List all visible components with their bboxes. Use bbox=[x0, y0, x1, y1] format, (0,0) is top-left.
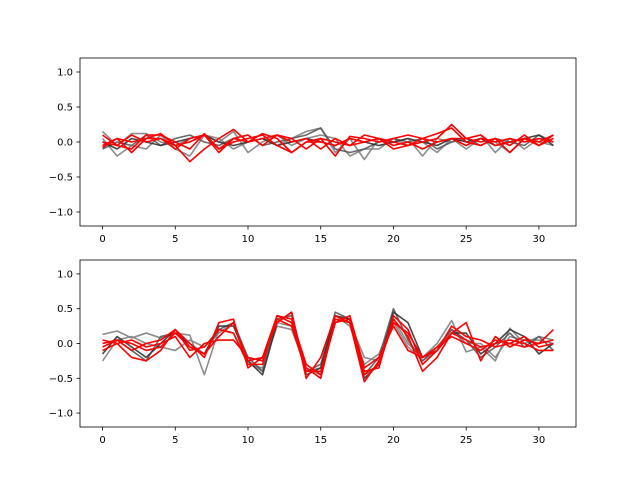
x-tick-label: 20 bbox=[387, 234, 400, 245]
x-tick-label: 15 bbox=[314, 435, 327, 446]
subplot-bottom: 0 5 10 15 20 25 30 −1.0 −0.5 0.0 0.5 1.0 bbox=[49, 259, 577, 446]
x-tick-label: 5 bbox=[172, 435, 178, 446]
series-lines bbox=[101, 123, 554, 163]
y-tick-label: 1.0 bbox=[57, 269, 73, 280]
y-tick-label: −0.5 bbox=[49, 173, 73, 184]
x-tick-label: 20 bbox=[387, 435, 400, 446]
y-tick-label: −1.0 bbox=[49, 409, 73, 420]
subplot-top: 0 5 10 15 20 25 30 −1.0 −0.5 0.0 0.5 1.0 bbox=[49, 57, 577, 245]
x-tick-label: 0 bbox=[99, 234, 105, 245]
x-tick-label: 30 bbox=[533, 435, 546, 446]
y-tick-label: 0.5 bbox=[57, 304, 73, 315]
series-line-7 bbox=[102, 314, 554, 373]
x-tick-label: 30 bbox=[533, 234, 546, 245]
x-tick-label: 10 bbox=[242, 435, 255, 446]
x-tick-label: 5 bbox=[172, 234, 178, 245]
x-tick-label: 10 bbox=[242, 234, 255, 245]
y-tick-label: 0.0 bbox=[57, 339, 73, 350]
y-tick-label: −1.0 bbox=[49, 208, 73, 219]
series-line-7 bbox=[102, 134, 554, 154]
x-tick-label: 0 bbox=[99, 435, 105, 446]
y-tick-label: 1.0 bbox=[57, 68, 73, 79]
y-tick-label: 0.0 bbox=[57, 138, 73, 149]
x-tick-label: 15 bbox=[314, 234, 327, 245]
series-line-5 bbox=[102, 123, 554, 150]
x-tick-label: 25 bbox=[460, 234, 473, 245]
x-tick-label: 25 bbox=[460, 435, 473, 446]
series-lines bbox=[101, 307, 555, 383]
y-tick-label: −0.5 bbox=[49, 374, 73, 385]
y-tick-label: 0.5 bbox=[57, 103, 73, 114]
